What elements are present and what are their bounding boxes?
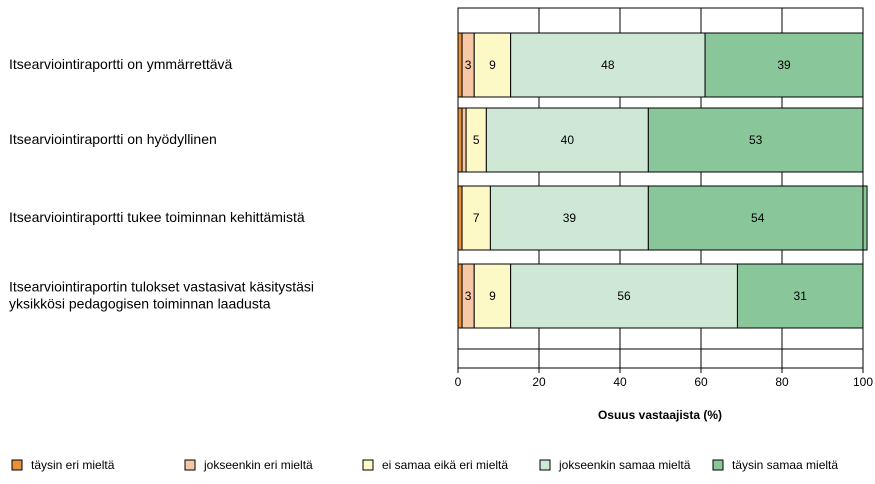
legend-swatch <box>712 459 724 471</box>
category-label: Itsearviointiraportin tulokset vastasiva… <box>9 279 314 295</box>
data-label: 39 <box>563 211 577 225</box>
category-label: Itsearviointiraportti on ymmärrettävä <box>9 56 233 72</box>
x-tick-label: 100 <box>853 375 873 389</box>
bar-segments: 3 9 48 395 40 537 39 543 9 56 31 <box>457 32 868 329</box>
data-label: 31 <box>794 289 808 303</box>
legend-swatch <box>11 459 23 471</box>
x-tick-label: 20 <box>532 375 546 389</box>
x-axis: 0 20 40 60 80 100 <box>455 367 873 389</box>
bar-segment <box>647 107 864 173</box>
legend-swatch <box>539 459 551 471</box>
legend-label: ei samaa eikä eri mieltä <box>382 458 508 472</box>
category-labels: Itsearviointiraportti on ymmärrettävä Its… <box>9 56 314 312</box>
bar-segment <box>510 263 738 329</box>
x-tick-label: 60 <box>694 375 708 389</box>
bar-segment <box>704 32 864 98</box>
legend-label: täysin samaa mieltä <box>732 458 838 472</box>
x-tick-label: 0 <box>455 375 462 389</box>
x-tick-label: 80 <box>775 375 789 389</box>
data-label: 48 <box>601 58 615 72</box>
legend-swatch <box>184 459 196 471</box>
data-label: 9 <box>489 289 496 303</box>
bar-segment <box>510 32 706 98</box>
data-label: 5 <box>473 133 480 147</box>
legend: täysin eri mieltä jokseenkin eri mieltä ei… <box>11 458 838 472</box>
data-label: 39 <box>777 58 791 72</box>
data-label: 3 <box>465 289 472 303</box>
bar-segment <box>457 32 463 98</box>
data-label: 54 <box>751 211 765 225</box>
data-label: 3 <box>465 58 472 72</box>
category-label: Itsearviointiraportti on hyödyllinen <box>9 131 217 147</box>
data-label: 56 <box>617 289 631 303</box>
bar-segment <box>457 263 463 329</box>
bar-segment <box>461 107 467 173</box>
bar-segment <box>736 263 864 329</box>
data-label: 53 <box>749 133 763 147</box>
bar-segment <box>485 107 649 173</box>
legend-label: jokseenkin eri mieltä <box>203 458 313 472</box>
legend-swatch <box>362 459 374 471</box>
legend-label: täysin eri mieltä <box>31 458 115 472</box>
bar-segment <box>457 185 463 251</box>
bar-segment <box>473 263 512 329</box>
data-label: 40 <box>561 133 575 147</box>
bar-segment <box>457 107 463 173</box>
data-label: 7 <box>473 211 480 225</box>
category-label: yksikkösi pedagogisen toiminnan laadusta <box>9 296 271 312</box>
bar-segment <box>647 185 868 251</box>
bar-segment <box>461 185 491 251</box>
category-label: Itsearviointiraportti tukee toiminnan ke… <box>9 209 305 225</box>
legend-label: jokseenkin samaa mieltä <box>558 458 691 472</box>
data-label: 9 <box>489 58 496 72</box>
x-tick-label: 40 <box>613 375 627 389</box>
x-axis-title: Osuus vastaajista (%) <box>598 408 722 422</box>
